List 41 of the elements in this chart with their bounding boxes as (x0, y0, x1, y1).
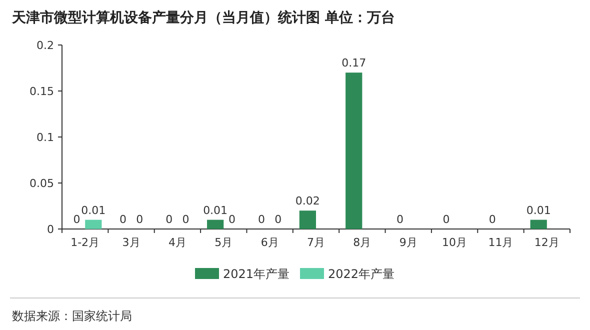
bar (530, 220, 547, 229)
chart-title: 天津市微型计算机设备产量分月（当月值）统计图 单位：万台 (11, 9, 395, 26)
y-tick-label: 0 (47, 223, 54, 236)
x-tick-label: 10月 (442, 236, 468, 249)
x-tick-label: 7月 (307, 236, 325, 249)
x-tick-label: 1-2月 (70, 236, 100, 249)
legend-label: 2021年产量 (223, 267, 290, 281)
y-tick-label: 0.15 (30, 85, 54, 98)
data-label: 0 (182, 213, 190, 226)
data-label: 0 (488, 213, 496, 226)
data-label: 0 (258, 213, 266, 226)
data-label: 0 (442, 213, 450, 226)
data-label: 0 (274, 213, 282, 226)
y-tick-label: 0.1 (36, 131, 54, 144)
x-tick-label: 3月 (122, 236, 140, 249)
data-label: 0.17 (342, 56, 366, 70)
data-label: 0.01 (203, 204, 228, 217)
y-tick-label: 0.2 (36, 39, 54, 52)
bar (207, 220, 224, 229)
data-label: 0 (396, 213, 404, 226)
data-label: 0 (73, 213, 80, 226)
data-label: 0 (136, 213, 144, 226)
data-label: 0 (228, 213, 236, 226)
x-tick-label: 9月 (399, 236, 418, 249)
data-label: 0.02 (295, 194, 320, 208)
bar (299, 210, 316, 229)
bar (85, 220, 102, 229)
x-tick-label: 12月 (534, 236, 560, 249)
x-tick-label: 11月 (488, 236, 514, 249)
data-label: 0.01 (526, 204, 551, 217)
legend-label: 2022年产量 (328, 267, 395, 281)
x-tick-label: 5月 (214, 236, 233, 249)
y-tick-label: 0.05 (30, 177, 54, 190)
source-note: 数据来源：国家统计局 (12, 309, 132, 323)
x-tick-label: 4月 (168, 236, 186, 249)
bar (346, 72, 362, 229)
x-tick-label: 8月 (353, 236, 372, 249)
data-label: 0 (119, 213, 126, 226)
data-label: 0.01 (81, 204, 106, 217)
data-label: 0 (166, 213, 173, 226)
x-tick-label: 6月 (260, 236, 279, 249)
